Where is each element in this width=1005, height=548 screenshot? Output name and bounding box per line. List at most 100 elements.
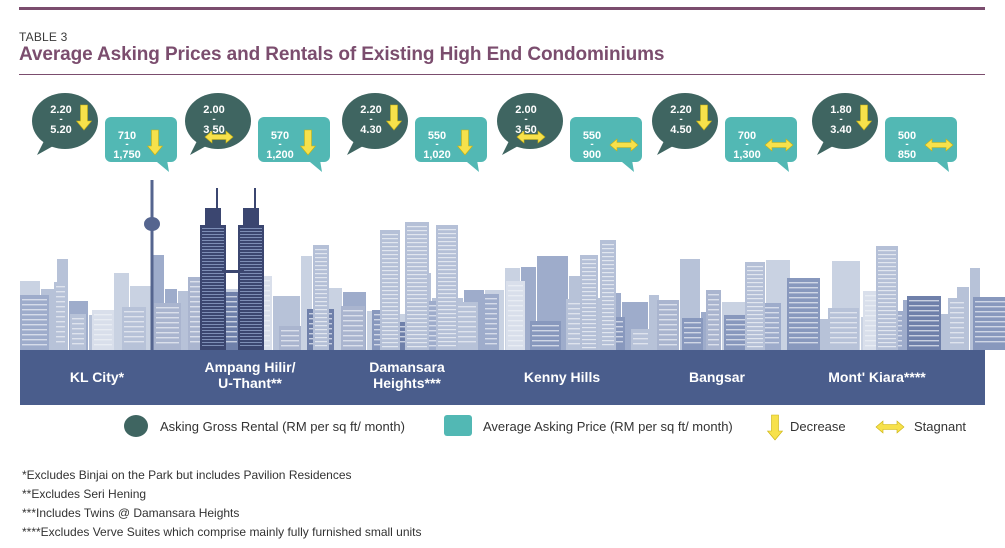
- tower-window: [382, 250, 398, 252]
- tower-window: [878, 314, 896, 316]
- rental-high-value: 3.50: [515, 124, 536, 136]
- building: [279, 326, 301, 350]
- price-bubble: [415, 117, 487, 162]
- building-window: [684, 332, 701, 334]
- building-window: [789, 332, 818, 334]
- twin-tower-window: [240, 345, 262, 346]
- building-window: [789, 307, 818, 309]
- building-window: [190, 301, 209, 303]
- price-high-value: 1,300: [733, 149, 761, 161]
- tower-window: [582, 315, 596, 317]
- tower-window: [407, 262, 427, 264]
- tower-window: [438, 265, 456, 267]
- tower-window: [382, 294, 398, 296]
- tower-window: [878, 330, 896, 332]
- tower-window: [407, 234, 427, 236]
- building-window: [343, 320, 363, 322]
- building-window: [445, 306, 476, 308]
- building-window: [56, 326, 65, 328]
- building-window: [485, 303, 497, 305]
- tower-window: [438, 345, 456, 347]
- building-window: [754, 307, 779, 309]
- building-window: [830, 332, 857, 334]
- building-window: [659, 309, 677, 311]
- twin-tower-window: [202, 321, 224, 322]
- building-window: [445, 316, 476, 318]
- tower-window: [582, 267, 596, 269]
- building-window: [659, 314, 677, 316]
- building-window: [218, 321, 237, 323]
- building-window: [708, 299, 719, 301]
- tower-window: [315, 285, 327, 287]
- tower-window: [878, 302, 896, 304]
- building-window: [124, 316, 144, 318]
- building-window: [508, 325, 523, 327]
- tower-window: [747, 338, 763, 340]
- building-window: [726, 319, 746, 321]
- building-window: [485, 298, 497, 300]
- building-window: [190, 281, 209, 283]
- twin-tower-window: [240, 270, 262, 271]
- tower-window: [582, 303, 596, 305]
- twin-tower-window: [202, 297, 224, 298]
- tower-window: [878, 294, 896, 296]
- twin-tower-window: [202, 330, 224, 331]
- tower-window: [315, 305, 327, 307]
- tower-window: [315, 329, 327, 331]
- tower-window: [407, 310, 427, 312]
- building-window: [343, 335, 363, 337]
- tower-window: [438, 301, 456, 303]
- twin-tower-window: [202, 339, 224, 340]
- tower-window: [407, 342, 427, 344]
- building-window: [374, 329, 383, 331]
- building-window: [94, 334, 112, 336]
- tower-window: [382, 298, 398, 300]
- twin-tower-window: [240, 240, 262, 241]
- tower-window: [602, 252, 614, 254]
- building-window: [532, 325, 559, 327]
- building-window: [426, 315, 438, 317]
- building-window: [508, 335, 523, 337]
- twin-tower-top: [205, 208, 221, 228]
- building-window: [789, 322, 818, 324]
- building-window: [754, 332, 779, 334]
- tower-window: [878, 322, 896, 324]
- location-name: KL City*: [70, 369, 125, 385]
- rental-range-separator: -: [369, 114, 372, 125]
- building-window: [950, 342, 964, 344]
- building-window: [865, 330, 876, 332]
- price-bubble-tail: [467, 160, 479, 172]
- building-window: [950, 312, 964, 314]
- twin-tower-window: [240, 231, 262, 232]
- tower-window: [382, 266, 398, 268]
- rental-bubble-tail: [502, 139, 520, 155]
- tower-window: [315, 257, 327, 259]
- building-window: [56, 286, 65, 288]
- footnotes: *Excludes Binjai on the Park but include…: [22, 466, 422, 542]
- twin-tower-window: [240, 306, 262, 307]
- tower-window: [438, 257, 456, 259]
- building-window: [426, 325, 438, 327]
- tower-window: [382, 258, 398, 260]
- twin-tower-window: [240, 288, 262, 289]
- price-range-separator: -: [278, 139, 281, 150]
- rental-low-value: 2.00: [515, 104, 536, 116]
- price-bubble-tail: [622, 160, 634, 172]
- tower-window: [315, 277, 327, 279]
- building-window: [374, 339, 383, 341]
- tower-window: [438, 297, 456, 299]
- building-window: [975, 341, 1005, 343]
- twin-tower-window: [240, 342, 262, 343]
- building-window: [950, 302, 964, 304]
- twin-tower-window: [240, 324, 262, 325]
- tower-window: [438, 261, 456, 263]
- tower-window: [315, 269, 327, 271]
- tower-window: [747, 334, 763, 336]
- building-window: [22, 344, 47, 346]
- location-name: Mont' Kiara****: [828, 369, 926, 385]
- building-window: [56, 291, 65, 293]
- tower-window: [315, 313, 327, 315]
- tower-window: [438, 337, 456, 339]
- building-window: [426, 305, 438, 307]
